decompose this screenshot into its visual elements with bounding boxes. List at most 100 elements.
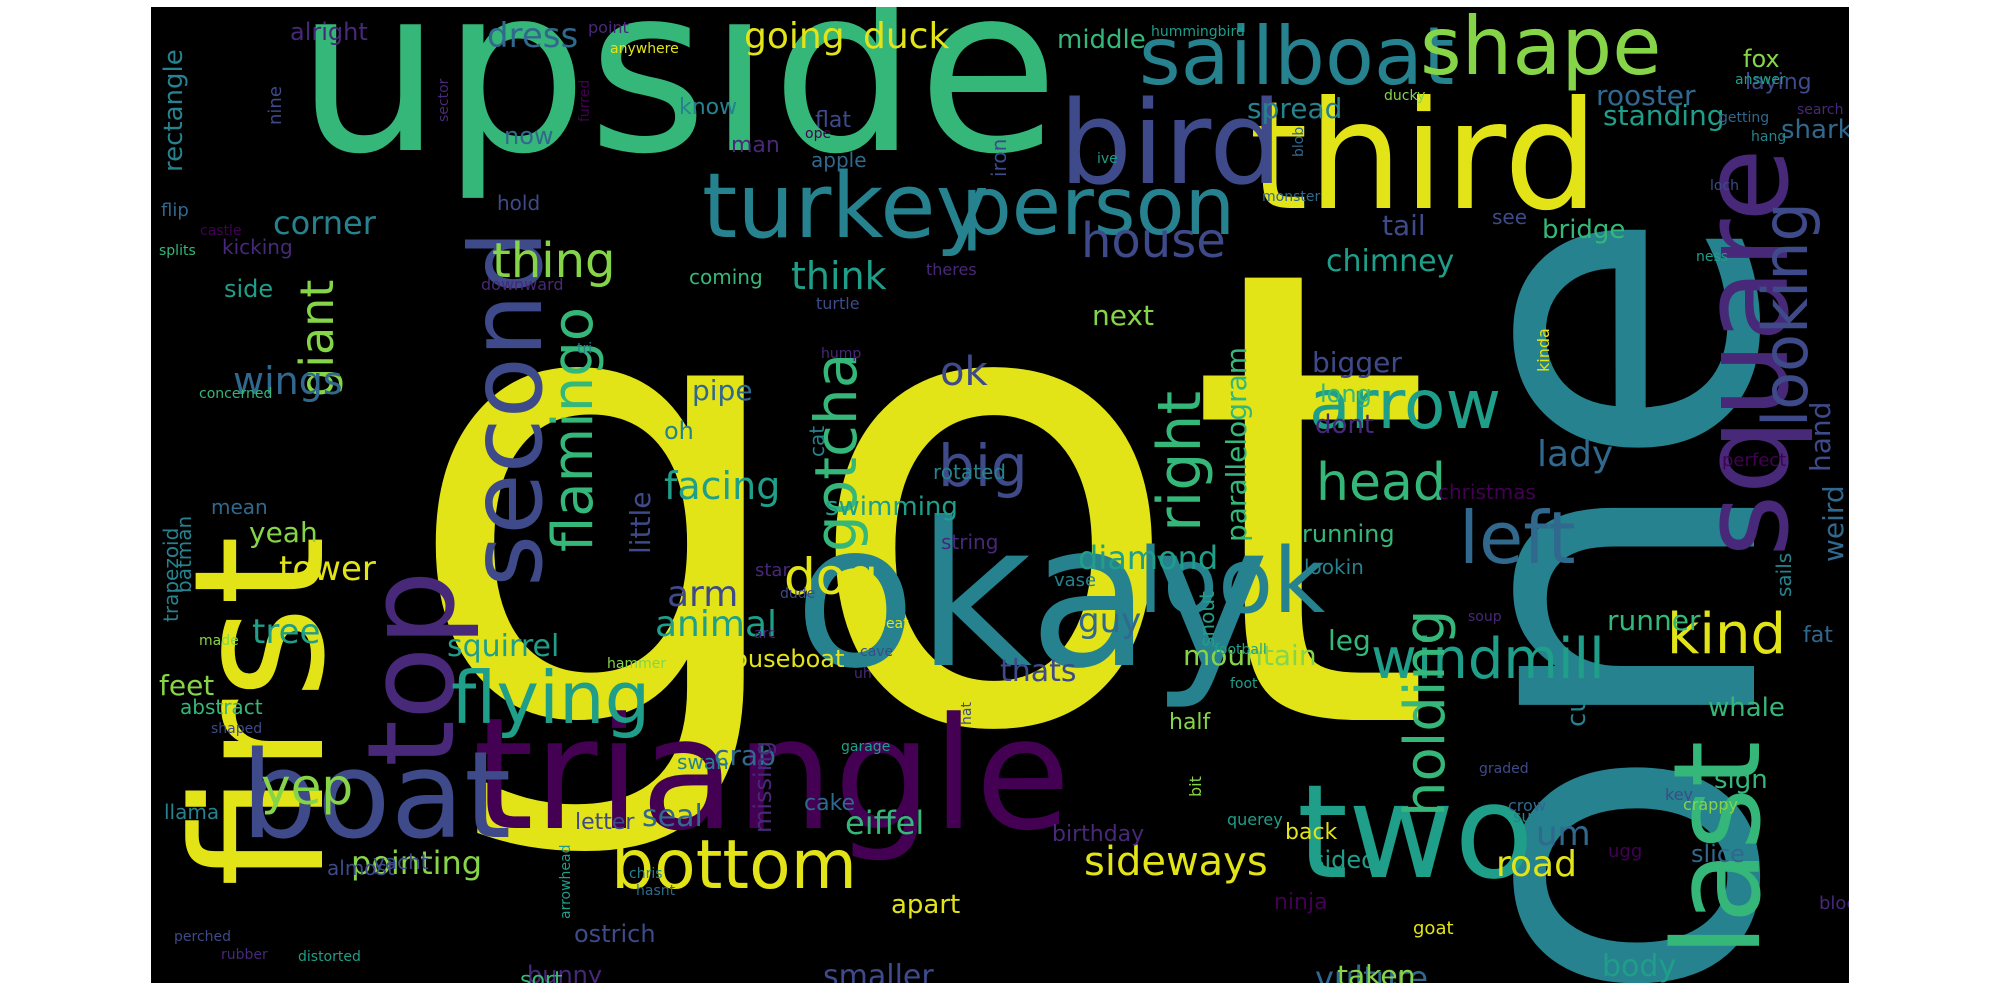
cloud-word: weird — [1817, 485, 1849, 562]
cloud-word: fat — [1803, 623, 1833, 648]
cloud-word: guy — [1078, 601, 1142, 641]
cloud-word: goat — [1413, 918, 1454, 939]
cloud-word: flat — [815, 108, 851, 133]
cloud-word: hump — [821, 346, 862, 362]
cloud-word: kicking — [222, 235, 293, 259]
cloud-word: windmill — [1371, 627, 1605, 692]
cloud-word: tree — [252, 612, 321, 652]
cloud-word: sided — [1312, 846, 1377, 874]
cloud-word: turkey — [702, 154, 989, 259]
cloud-word: yep — [261, 758, 354, 816]
cloud-word: bit — [1186, 776, 1205, 797]
cloud-word: smaller — [823, 959, 934, 984]
cloud-word: slice — [1691, 840, 1745, 868]
cloud-word: made — [199, 633, 239, 649]
cloud-word: dog — [784, 548, 879, 606]
cloud-word: big — [938, 432, 1028, 500]
cloud-word: iron — [987, 138, 1011, 177]
cloud-word: concerned — [199, 386, 273, 402]
cloud-word: sails — [1772, 552, 1796, 597]
cloud-word: furred — [577, 79, 593, 122]
cloud-word: ive — [1097, 151, 1118, 167]
cloud-word: lookin — [1304, 555, 1364, 579]
cloud-word: star — [755, 560, 790, 581]
cloud-word: apart — [891, 890, 961, 920]
cloud-word: animal — [655, 604, 778, 645]
cloud-word: alright — [290, 18, 368, 46]
cloud-word: thing — [492, 233, 616, 289]
cloud-word: coming — [689, 265, 763, 289]
cloud-word: string — [941, 530, 999, 554]
cloud-word: pipe — [692, 374, 753, 407]
cloud-word: corner — [273, 204, 376, 242]
cloud-word: standing — [1603, 99, 1725, 132]
cloud-word: ok — [940, 349, 988, 395]
cloud-word: arm — [667, 574, 739, 615]
cloud-word: cat — [805, 425, 829, 457]
cloud-word: perched — [174, 929, 232, 945]
cloud-word: fox — [1743, 45, 1780, 73]
cloud-word: letter — [575, 810, 635, 835]
cloud-word: trapezoid — [159, 527, 183, 622]
cloud-word: rectangle — [159, 49, 189, 172]
cloud-word: facing — [664, 464, 781, 508]
cloud-word: swan — [677, 750, 729, 774]
cloud-word: think — [791, 254, 887, 298]
cloud-word: christmas — [1438, 480, 1536, 504]
cloud-word: sailboat — [1139, 10, 1455, 103]
cloud-word: sign — [1714, 765, 1768, 795]
cloud-word: right — [1145, 391, 1215, 532]
cloud-word: castle — [200, 223, 242, 239]
word-cloud: got one upside triangle okay first third boat la… — [151, 7, 1849, 983]
cloud-word: foot — [1230, 676, 1258, 692]
cloud-word: crow — [1508, 796, 1546, 815]
cloud-word: body — [1602, 949, 1677, 983]
cloud-word: two — [1297, 756, 1534, 908]
cloud-word: crappy — [1683, 795, 1738, 814]
cloud-word: loch — [1710, 178, 1740, 194]
cloud-word: duck — [863, 16, 950, 57]
cloud-word: hand — [1804, 401, 1837, 472]
cloud-word: apple — [811, 148, 867, 172]
cloud-word: bridge — [1542, 215, 1626, 245]
cloud-word: perfect — [1722, 450, 1787, 471]
cloud-word: monster — [1262, 189, 1321, 205]
cloud-word: houseboat — [718, 645, 845, 673]
cloud-word: know — [679, 95, 738, 120]
cloud-word: arrow — [1309, 366, 1502, 445]
cloud-word: arc — [754, 626, 776, 642]
cloud-word: cut — [1562, 686, 1592, 727]
cloud-word: bigger — [1312, 346, 1402, 379]
cloud-word: sideways — [1084, 839, 1268, 885]
cloud-word: turtle — [816, 294, 860, 313]
cloud-word: ninja — [1274, 890, 1328, 915]
cloud-word: triangle — [473, 684, 1071, 865]
cloud-word: ugg — [1608, 841, 1643, 862]
cloud-word: cave — [860, 644, 894, 660]
cloud-word: shark — [1781, 115, 1849, 145]
cloud-word: hat — [959, 702, 975, 725]
cloud-word: rubber — [221, 947, 268, 963]
cloud-word: third — [1249, 70, 1599, 244]
cloud-word: okay — [794, 480, 1270, 713]
cloud-word: next — [1092, 299, 1155, 332]
cloud-word: arrowhead — [558, 844, 574, 919]
cloud-word: yacht — [373, 850, 429, 874]
cloud-word: little — [624, 491, 657, 554]
cloud-word: chimney — [1326, 244, 1455, 279]
cloud-word: uh — [854, 666, 872, 682]
cloud-word: suck — [1513, 807, 1550, 826]
cloud-word: swimming — [825, 492, 958, 522]
cloud-word: parallelogram — [1220, 346, 1253, 542]
cloud-word: hammer — [607, 656, 667, 672]
cloud-word: almost — [327, 856, 395, 880]
cloud-word: um — [1536, 814, 1591, 854]
cloud-word: pointing — [351, 844, 483, 882]
cloud-word: missing — [749, 740, 777, 833]
cloud-word: now — [504, 122, 554, 150]
cloud-word: back — [1285, 820, 1338, 845]
cloud-word: hummingbird — [1151, 24, 1245, 40]
cloud-word: long — [1320, 380, 1372, 408]
cloud-word: ope — [805, 126, 832, 142]
cloud-word: tri — [577, 341, 593, 357]
